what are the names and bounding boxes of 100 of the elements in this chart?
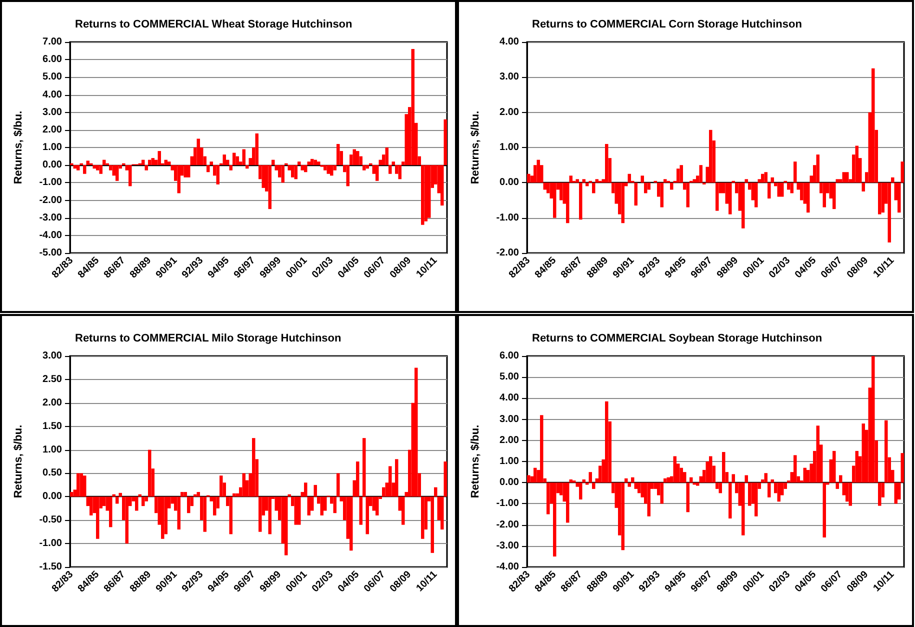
bar <box>716 182 719 211</box>
bar <box>187 496 190 513</box>
bar <box>232 152 236 166</box>
y-tick-label: 5.00 <box>42 72 62 83</box>
y-tick-label: -1.00 <box>496 498 520 509</box>
bar <box>128 165 132 186</box>
bar <box>83 165 86 174</box>
bar <box>356 151 360 166</box>
bar <box>862 423 865 482</box>
bar <box>216 165 220 184</box>
bar <box>151 158 154 166</box>
bar <box>586 182 589 186</box>
bar <box>664 478 667 482</box>
bar <box>428 165 431 218</box>
y-tick-label: 1.00 <box>42 142 62 153</box>
bar <box>582 179 586 183</box>
bar <box>92 165 96 169</box>
bar <box>203 496 206 532</box>
bar <box>540 414 544 482</box>
bar <box>836 179 839 183</box>
bar <box>624 478 628 482</box>
bar <box>543 182 546 190</box>
bar <box>855 450 858 482</box>
bar <box>116 496 119 504</box>
bar <box>683 472 686 482</box>
bar <box>376 165 379 181</box>
bar <box>592 482 596 488</box>
bar <box>680 165 683 183</box>
bar <box>336 472 340 496</box>
bar <box>168 162 171 166</box>
bar <box>421 165 424 225</box>
bar <box>366 496 369 534</box>
bar <box>222 154 226 166</box>
bar <box>414 367 418 496</box>
bar <box>252 438 256 496</box>
bar <box>647 482 650 516</box>
bar <box>754 482 758 516</box>
bar <box>356 461 360 496</box>
bar <box>144 165 148 170</box>
bar <box>262 165 265 188</box>
bar <box>579 482 582 499</box>
bar <box>142 496 145 506</box>
bar <box>232 492 236 496</box>
bar <box>764 172 768 183</box>
bar <box>320 496 324 515</box>
y-tick-label: -2.00 <box>496 248 520 258</box>
bar <box>780 182 784 197</box>
y-axis-title: Returns, $/bu. <box>470 424 482 498</box>
bar <box>242 472 246 496</box>
bar <box>307 162 310 166</box>
y-tick-label: -1.00 <box>496 212 520 224</box>
bar <box>444 461 447 496</box>
bar <box>631 476 634 482</box>
bar <box>258 496 262 532</box>
y-tick-label: 2.00 <box>42 124 62 136</box>
bar <box>83 475 86 496</box>
bar <box>728 182 732 214</box>
bar <box>566 182 570 224</box>
bar <box>673 456 676 482</box>
y-tick-label: 2.00 <box>500 106 520 118</box>
bar <box>894 482 898 504</box>
bar <box>527 474 530 482</box>
y-tick-label: 2.50 <box>42 373 62 384</box>
bar <box>744 179 748 183</box>
bar <box>680 467 683 482</box>
bar <box>692 179 696 183</box>
bar <box>553 182 556 218</box>
bar <box>220 475 223 496</box>
bar <box>388 466 392 496</box>
bar <box>881 182 884 213</box>
bar <box>560 182 563 200</box>
bar <box>304 482 308 496</box>
bar <box>884 420 888 482</box>
bar <box>900 162 904 183</box>
bar <box>579 182 582 220</box>
bar <box>362 438 366 496</box>
bar <box>350 496 353 550</box>
y-tick-label: -4.00 <box>39 230 62 241</box>
bar <box>534 467 537 482</box>
bar <box>794 162 797 183</box>
bar <box>806 182 810 213</box>
bar <box>298 496 301 524</box>
bar <box>696 482 700 486</box>
bar <box>440 496 444 529</box>
bar <box>748 482 752 506</box>
bar <box>670 182 674 190</box>
bar <box>569 176 572 183</box>
bar <box>605 400 608 482</box>
bar <box>718 482 722 493</box>
bar <box>424 165 428 222</box>
y-tick-label: -2.00 <box>496 518 520 530</box>
bar <box>268 496 272 534</box>
bar <box>621 482 624 550</box>
y-tick-label: 7.00 <box>42 36 62 48</box>
bar <box>888 182 891 242</box>
bar <box>102 160 106 166</box>
bar <box>298 162 301 166</box>
y-tick-label: -4.00 <box>496 561 520 572</box>
bar <box>333 496 336 513</box>
y-tick-label: -2.00 <box>39 194 62 206</box>
